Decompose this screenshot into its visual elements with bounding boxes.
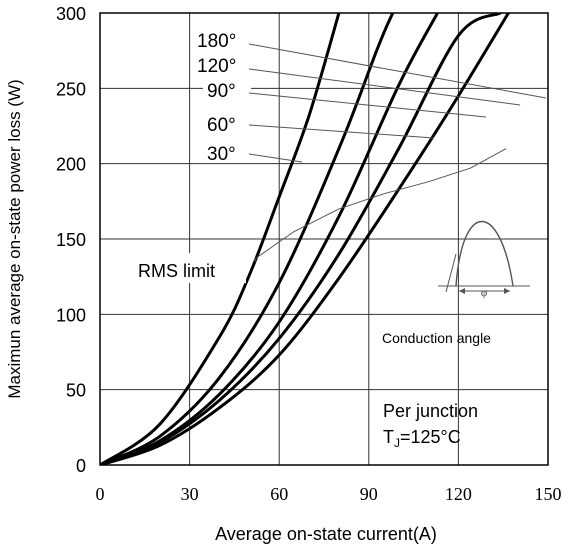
curve-label-bg-1 <box>193 53 241 75</box>
x-tick-label: 90 <box>360 484 378 504</box>
rms-limit-line <box>255 148 507 260</box>
curve-label-bg-3 <box>203 112 251 134</box>
waveform-inset: φ <box>438 221 530 299</box>
x-tick-label: 0 <box>96 484 105 504</box>
y-tick-label: 150 <box>56 230 86 250</box>
series-line-1 <box>100 13 502 465</box>
series-line-3 <box>100 13 395 465</box>
y-tick-label: 250 <box>56 79 86 99</box>
curve-label-4: 30° <box>207 144 236 165</box>
curve-label-1: 120° <box>197 56 236 77</box>
curve-label-bg-2 <box>203 78 251 100</box>
leader-line-1 <box>248 68 521 106</box>
junction-line1: Per junction <box>383 401 478 421</box>
junction-tj-sub: J <box>394 436 400 450</box>
x-axis-label: Average on-state current(A) <box>215 524 437 544</box>
leader-line-2 <box>248 92 487 118</box>
y-tick-label: 50 <box>66 381 86 401</box>
phi-symbol: φ <box>481 287 487 299</box>
leader-line-0 <box>248 43 547 99</box>
y-tick-label: 100 <box>56 305 86 325</box>
x-tick-label: 30 <box>181 484 199 504</box>
series-line-4 <box>100 13 341 465</box>
series-line-2 <box>100 13 439 465</box>
series-line-0 <box>100 13 511 465</box>
junction-line2: TJ=125°C <box>383 427 461 450</box>
waveform-halfsine <box>455 221 514 287</box>
x-tick-label: 120 <box>445 484 472 504</box>
tick-labels: 0 30 60 90 120 150 0 50 100 150 200 250 300 <box>56 4 562 504</box>
rms-label-bg <box>136 253 246 283</box>
y-axis-label: Maximun average on-state power loss (W) <box>5 79 24 398</box>
phi-arrow-right-head <box>504 288 510 294</box>
junction-note: Per junction TJ=125°C <box>383 401 478 450</box>
curve-labels: 180° 120° 90° 60° 30° RMS limit <box>136 28 251 283</box>
y-tick-label: 200 <box>56 155 86 175</box>
plot-frame <box>99 12 549 466</box>
conduction-angle-label: Conduction angle <box>382 330 491 346</box>
curve-label-0: 180° <box>197 31 236 52</box>
leader-lines <box>248 43 547 263</box>
grid-lines <box>100 13 548 465</box>
series-curves <box>100 13 511 465</box>
waveform-rise-edge <box>445 253 457 293</box>
junction-tj-main: T <box>383 427 394 447</box>
phi-arrow-left-head <box>459 288 465 294</box>
y-tick-label: 300 <box>56 4 86 24</box>
curve-label-bg-0 <box>193 28 241 50</box>
curve-label-2: 90° <box>207 81 236 102</box>
junction-tj-rest: =125°C <box>400 427 461 447</box>
x-tick-label: 150 <box>535 484 562 504</box>
curve-label-3: 60° <box>207 115 236 136</box>
y-tick-label: 0 <box>76 456 86 476</box>
rms-limit-label: RMS limit <box>138 261 215 281</box>
curve-label-bg-4 <box>203 141 251 163</box>
leader-line-3 <box>248 124 435 139</box>
x-tick-label: 60 <box>270 484 288 504</box>
leader-line-4 <box>248 153 303 163</box>
